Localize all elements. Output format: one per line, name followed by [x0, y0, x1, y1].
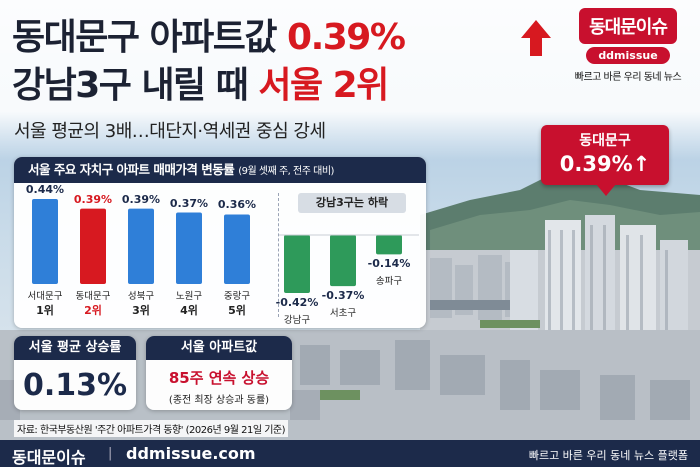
- chart-note: (9월 셋째 주, 전주 대비): [238, 166, 334, 177]
- value-label-동대문구: 0.39%: [73, 192, 113, 206]
- rank-label-동대문구: 2위: [84, 304, 102, 317]
- footer-url-link[interactable]: ddmissue.com: [126, 444, 256, 463]
- callout-pointer: [596, 184, 616, 196]
- category-label-동대문구: 동대문구: [75, 291, 111, 302]
- bar-서대문구: [32, 199, 58, 284]
- streak-value: 85주 연속 상승: [168, 369, 270, 387]
- bar-성북구: [128, 208, 154, 284]
- category-label-송파구: 송파구: [375, 276, 403, 288]
- source-note: 자료: 한국부동산원 '주간 아파트가격 동향' (2026년 9월 21일 기…: [14, 420, 289, 437]
- bar-서초구: [330, 235, 356, 287]
- value-label-서초구: -0.37%: [321, 289, 365, 303]
- rank-label-성북구: 3위: [132, 304, 150, 317]
- headline-line-1-highlight: 0.39%: [287, 17, 406, 58]
- category-label-서대문구: 서대문구: [27, 291, 63, 302]
- district-callout: 동대문구 0.39%↑: [541, 125, 669, 185]
- footer-bar: 동대문이슈 | ddmissue.com 빠르고 바른 우리 동네 뉴스 플랫폼: [0, 440, 700, 467]
- footer-brand[interactable]: 동대문이슈: [12, 448, 86, 467]
- value-label-노원구: 0.37%: [169, 196, 209, 210]
- bar-chart: [32, 199, 419, 293]
- seoul-average-card: 서울 평균 상승률 0.13%: [14, 336, 136, 410]
- rank-label-노원구: 4위: [180, 304, 198, 317]
- rank-label-서대문구: 1위: [36, 304, 54, 317]
- value-label-성북구: 0.39%: [121, 192, 161, 206]
- category-label-중랑구: 중랑구: [223, 291, 251, 302]
- value-label-강남구: -0.42%: [275, 296, 319, 309]
- headline-line-2: 강남3구 내릴 때 서울 2위: [12, 56, 389, 108]
- headline-line-2-highlight: 서울 2위: [258, 65, 389, 106]
- streak-subtext: (종전 최장 상승과 동률): [168, 395, 270, 406]
- category-label-성북구: 성북구: [127, 291, 155, 302]
- category-label-서초구: 서초구: [329, 308, 357, 320]
- chart-panel-header: 서울 주요 자치구 아파트 매매가격 변동률 (9월 셋째 주, 전주 대비): [14, 157, 426, 183]
- footer-tagline: 빠르고 바른 우리 동네 뉴스 플랫폼: [528, 449, 688, 462]
- seoul-average-value: 0.13%: [22, 368, 128, 403]
- chart-panel: 서울 주요 자치구 아파트 매매가격 변동률 (9월 셋째 주, 전주 대비) 강…: [14, 157, 426, 328]
- bar-동대문구: [80, 208, 106, 284]
- logo-pill: ddmissue: [586, 47, 670, 64]
- chart-divider: [278, 193, 279, 317]
- value-label-중랑구: 0.36%: [217, 198, 257, 212]
- callout-value: 0.39%↑: [559, 152, 651, 176]
- headline-line-1-dark: 동대문구 아파트값: [12, 17, 288, 58]
- seoul-average-title: 서울 평균 상승률: [14, 336, 136, 360]
- up-arrow-icon: [521, 20, 551, 56]
- subtitle: 서울 평균의 3배…대단지·역세권 중심 강세: [14, 121, 326, 142]
- streak-card: 서울 아파트값 85주 연속 상승 (종전 최장 상승과 동률): [146, 336, 292, 410]
- headline-line-2-dark: 강남3구 내릴 때: [12, 65, 259, 106]
- gangnam-label: 강남3구는 하락: [298, 193, 406, 213]
- chart-title: 서울 주요 자치구 아파트 매매가격 변동률: [28, 162, 235, 177]
- footer-separator: |: [108, 446, 113, 461]
- streak-title: 서울 아파트값: [146, 336, 292, 360]
- bar-송파구: [376, 235, 402, 255]
- value-label-송파구: -0.14%: [367, 257, 411, 271]
- category-label-노원구: 노원구: [175, 291, 203, 302]
- logo-tagline: 빠르고 바른 우리 동네 뉴스: [574, 72, 682, 83]
- value-label-서대문구: 0.44%: [25, 183, 65, 196]
- callout-label: 동대문구: [579, 133, 631, 149]
- brand-logo[interactable]: 동대문이슈 ddmissue 빠르고 바른 우리 동네 뉴스: [565, 8, 691, 83]
- bar-노원구: [176, 212, 202, 284]
- headline-line-1: 동대문구 아파트값 0.39%: [12, 8, 406, 60]
- bar-강남구: [284, 235, 310, 293]
- rank-label-중랑구: 5위: [228, 304, 246, 317]
- logo-badge: 동대문이슈: [579, 8, 677, 44]
- bar-중랑구: [224, 214, 250, 284]
- category-label-강남구: 강남구: [283, 315, 311, 326]
